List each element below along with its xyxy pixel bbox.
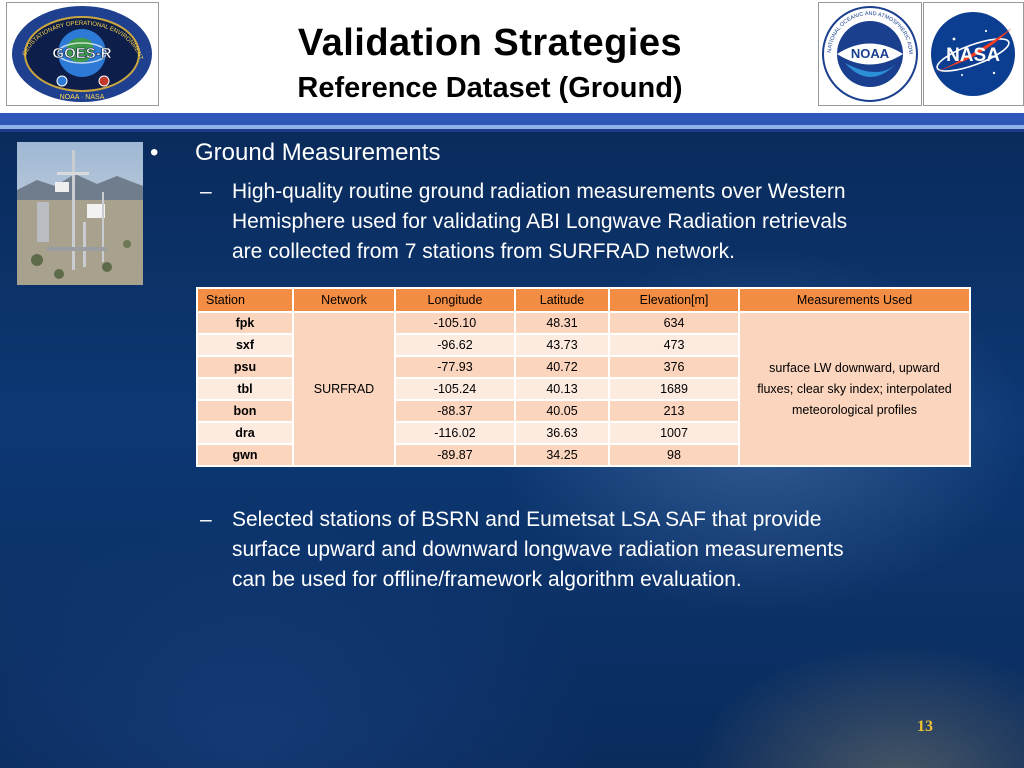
column-header-network: Network [292, 287, 396, 313]
table-row: psu -77.93 40.72 376 [196, 355, 970, 379]
ground-station-image [17, 142, 143, 285]
longitude-cell: -96.62 [394, 333, 516, 357]
latitude-cell: 43.73 [514, 333, 610, 357]
elevation-cell: 98 [608, 443, 740, 467]
header-divider-dark [0, 129, 1024, 132]
latitude-cell: 40.05 [514, 399, 610, 423]
noaa-logo: NATIONAL OCEANIC AND ATMOSPHERIC ADMINIS… [817, 0, 922, 106]
longitude-cell: -89.87 [394, 443, 516, 467]
station-cell: gwn [196, 443, 294, 467]
stations-table: Station Network Longitude Latitude Eleva… [196, 287, 971, 467]
table-row: dra -116.02 36.63 1007 [196, 421, 970, 445]
slide-subtitle: Reference Dataset (Ground) [297, 72, 683, 104]
station-cell: fpk [196, 311, 294, 335]
sub-bullet-text: Selected stations of BSRN and Eumetsat L… [232, 505, 990, 595]
elevation-cell: 1007 [608, 421, 740, 445]
latitude-cell: 34.25 [514, 443, 610, 467]
noaa-emblem-icon: NATIONAL OCEANIC AND ATMOSPHERIC ADMINIS… [817, 0, 918, 102]
column-header-elevation: Elevation[m] [608, 287, 740, 313]
longitude-cell: -116.02 [394, 421, 516, 445]
goes-ring-bottom-text: NOAA · NASA [60, 94, 105, 101]
latitude-cell: 40.13 [514, 377, 610, 401]
station-cell: sxf [196, 333, 294, 357]
latitude-cell: 40.72 [514, 355, 610, 379]
elevation-cell: 376 [608, 355, 740, 379]
bullet-icon: • [150, 139, 159, 166]
station-cell: dra [196, 421, 294, 445]
longitude-cell: -88.37 [394, 399, 516, 423]
text-line: are collected from 7 stations from SURFR… [232, 240, 735, 263]
page-number: 13 [917, 718, 933, 735]
station-cell: psu [196, 355, 294, 379]
network-cell: SURFRAD [292, 311, 396, 467]
text-line: Hemisphere used for validating ABI Longw… [232, 210, 848, 233]
station-cell: tbl [196, 377, 294, 401]
table-row: bon -88.37 40.05 213 [196, 399, 970, 423]
goes-r-emblem-icon: GEOSTATIONARY OPERATIONAL ENVIRONMENTAL … [5, 0, 152, 102]
table-header-row: Station Network Longitude Latitude Eleva… [196, 287, 971, 313]
table-row: fpk SURFRAD -105.10 48.31 634 surface LW… [196, 311, 971, 467]
bullet-heading-text: Ground Measurements [195, 139, 441, 166]
elevation-cell: 473 [608, 333, 740, 357]
table-row: sxf -96.62 43.73 473 [196, 333, 970, 357]
dash-icon: – [200, 508, 212, 531]
station-cell: bon [196, 399, 294, 423]
latitude-cell: 36.63 [514, 421, 610, 445]
text-line: can be used for offline/framework algori… [232, 568, 742, 591]
sub-bullet-surfrad: – High-quality routine ground radiation … [200, 177, 990, 267]
elevation-cell: 1689 [608, 377, 740, 401]
measurements-line: surface LW downward, upward [769, 360, 940, 375]
station-photo [17, 142, 143, 285]
elevation-cell: 634 [608, 311, 740, 335]
longitude-cell: -77.93 [394, 355, 516, 379]
elevation-cell: 213 [608, 399, 740, 423]
goes-r-logo: GEOSTATIONARY OPERATIONAL ENVIRONMENTAL … [5, 0, 159, 106]
header-divider-bar [0, 113, 1024, 125]
column-header-latitude: Latitude [514, 287, 610, 313]
header-divider-light [0, 125, 1024, 129]
bullet-ground-measurements: • Ground Measurements [150, 139, 440, 167]
column-header-station: Station [196, 287, 294, 313]
longitude-cell: -105.10 [394, 311, 516, 335]
text-line: Selected stations of BSRN and Eumetsat L… [232, 508, 822, 531]
nasa-logo-text: NASA [946, 45, 1000, 66]
longitude-cell: -105.24 [394, 377, 516, 401]
text-line: surface upward and downward longwave rad… [232, 538, 844, 561]
measurements-cell: surface LW downward, upward fluxes; clea… [738, 311, 971, 467]
dash-icon: – [200, 180, 212, 203]
nasa-logo: NASA [923, 2, 1024, 106]
sub-bullet-bsrn: – Selected stations of BSRN and Eumetsat… [200, 505, 990, 595]
latitude-cell: 48.31 [514, 311, 610, 335]
table-row: tbl -105.24 40.13 1689 [196, 377, 970, 401]
column-header-longitude: Longitude [394, 287, 516, 313]
slide-title: Validation Strategies [297, 22, 683, 64]
nasa-meatball-icon: NASA [931, 12, 1015, 96]
column-header-measurements: Measurements Used [738, 287, 971, 313]
noaa-center-text: NOAA [851, 46, 890, 61]
sub-bullet-text: High-quality routine ground radiation me… [232, 177, 990, 267]
table-row: gwn -89.87 34.25 98 [196, 443, 970, 467]
goes-center-text: GOES-R [52, 45, 111, 62]
slide-header: GEOSTATIONARY OPERATIONAL ENVIRONMENTAL … [0, 0, 1024, 113]
measurements-line: fluxes; clear sky index; interpolated [757, 381, 952, 396]
text-line: High-quality routine ground radiation me… [232, 180, 846, 203]
measurements-line: meteorological profiles [791, 402, 918, 417]
